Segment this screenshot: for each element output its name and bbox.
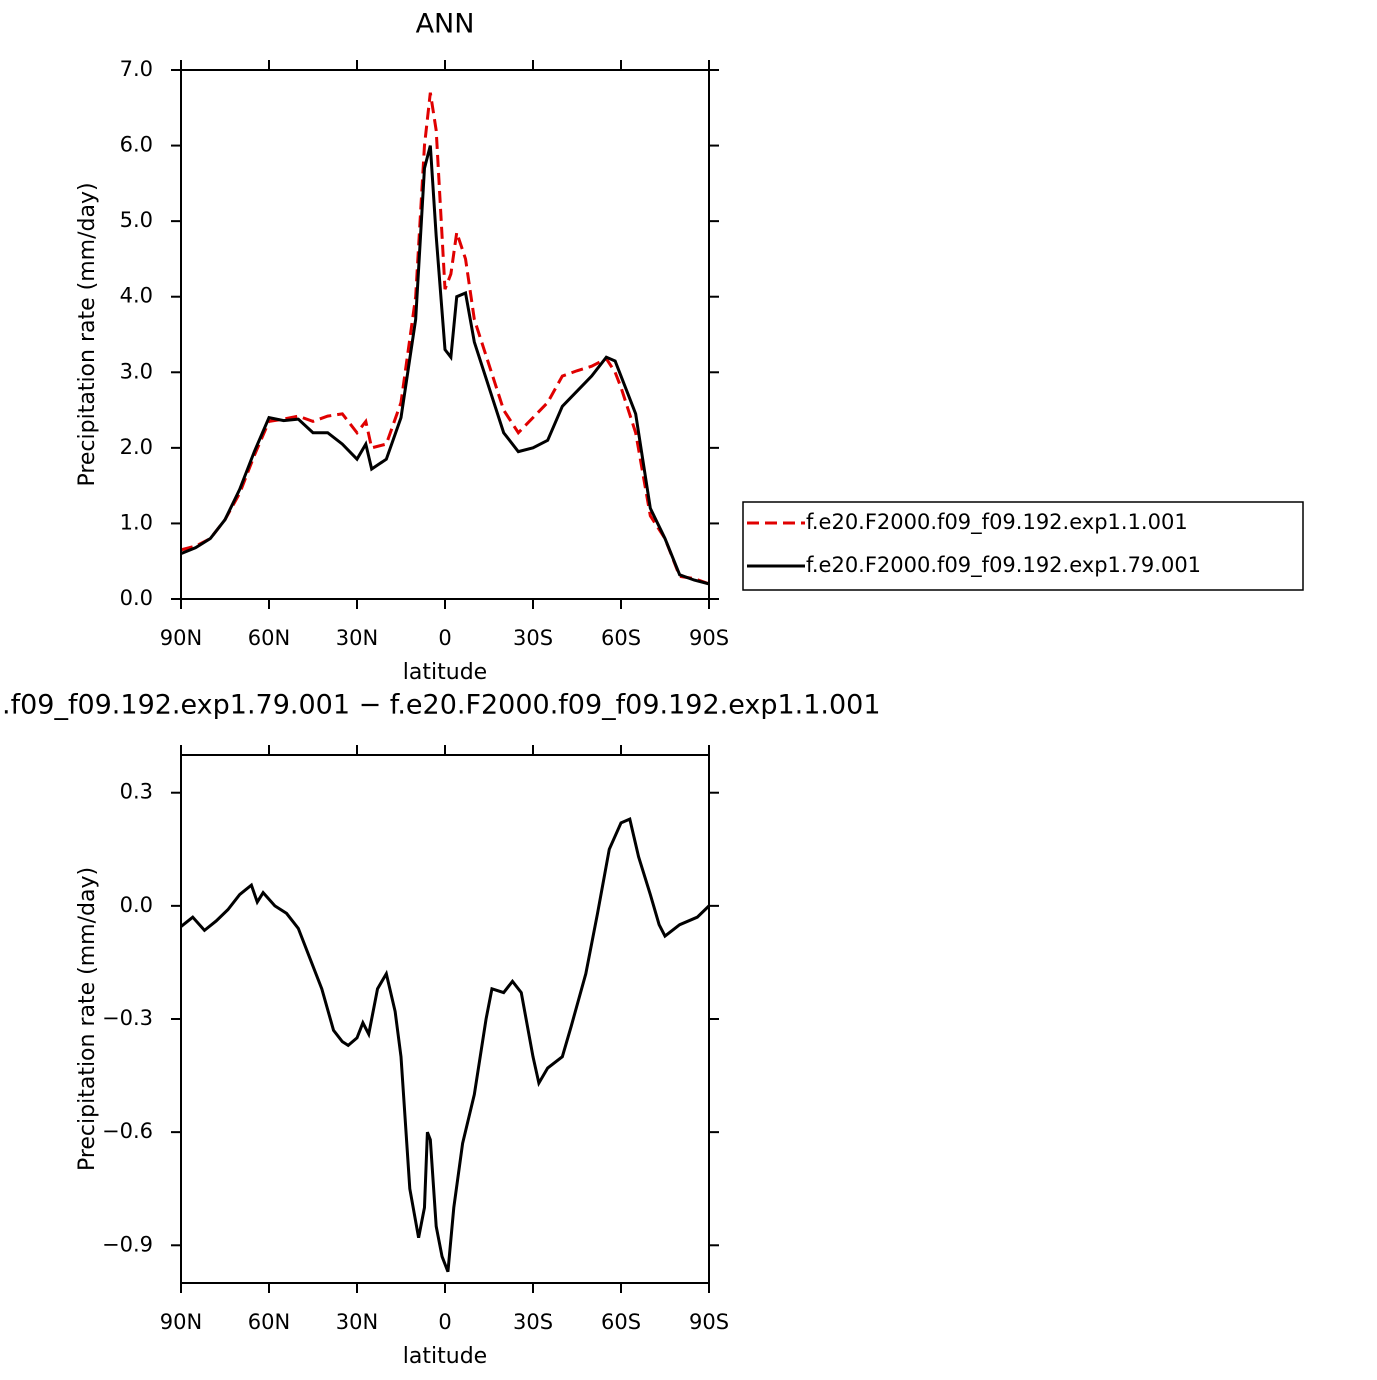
x-tick-label: 90N xyxy=(160,1310,202,1334)
plot-frame xyxy=(180,69,710,600)
x-tick-label: 90S xyxy=(689,626,729,650)
x-tick-label: 0 xyxy=(438,1310,451,1334)
data-line xyxy=(180,92,710,586)
y-tick-label: 5.0 xyxy=(120,208,153,232)
data-line xyxy=(180,817,711,1273)
x-tick-label: 30N xyxy=(336,1310,378,1334)
y-tick-label: 4.0 xyxy=(120,284,153,308)
plot-frame xyxy=(180,754,710,1284)
x-axis-label: latitude xyxy=(403,660,487,685)
y-tick-label: 2.0 xyxy=(120,435,153,459)
x-tick-label: 60S xyxy=(601,626,641,650)
data-line xyxy=(180,145,710,586)
x-tick-label: 60N xyxy=(248,626,290,650)
y-tick-label: 6.0 xyxy=(120,133,153,157)
y-tick-label: 0.0 xyxy=(120,893,153,917)
x-tick-label: 30S xyxy=(513,626,553,650)
x-tick-label: 60N xyxy=(248,1310,290,1334)
x-axis-label: latitude xyxy=(403,1344,487,1369)
y-tick-label: 1.0 xyxy=(120,510,153,534)
y-axis-label: Precipitation rate (mm/day) xyxy=(75,867,100,1171)
x-tick-label: 0 xyxy=(438,626,451,650)
y-tick-label: 7.0 xyxy=(120,57,153,81)
x-tick-label: 60S xyxy=(601,1310,641,1334)
y-tick-label: −0.9 xyxy=(102,1232,153,1256)
y-axis-label: Precipitation rate (mm/day) xyxy=(75,182,100,486)
legend-box xyxy=(742,501,1304,591)
y-tick-label: −0.6 xyxy=(102,1119,153,1143)
y-tick-label: 0.0 xyxy=(120,586,153,610)
chart-title: .f09_f09.192.exp1.79.001 − f.e20.F2000.f… xyxy=(2,690,881,721)
y-tick-label: 0.3 xyxy=(120,780,153,804)
chart-title: ANN xyxy=(416,9,475,40)
y-tick-label: 3.0 xyxy=(120,359,153,383)
legend-label: f.e20.F2000.f09_f09.192.exp1.1.001 xyxy=(806,510,1188,535)
y-tick-label: −0.3 xyxy=(102,1006,153,1030)
x-tick-label: 30S xyxy=(513,1310,553,1334)
legend-label: f.e20.F2000.f09_f09.192.exp1.79.001 xyxy=(806,553,1201,578)
x-tick-label: 30N xyxy=(336,626,378,650)
x-tick-label: 90N xyxy=(160,626,202,650)
x-tick-label: 90S xyxy=(689,1310,729,1334)
